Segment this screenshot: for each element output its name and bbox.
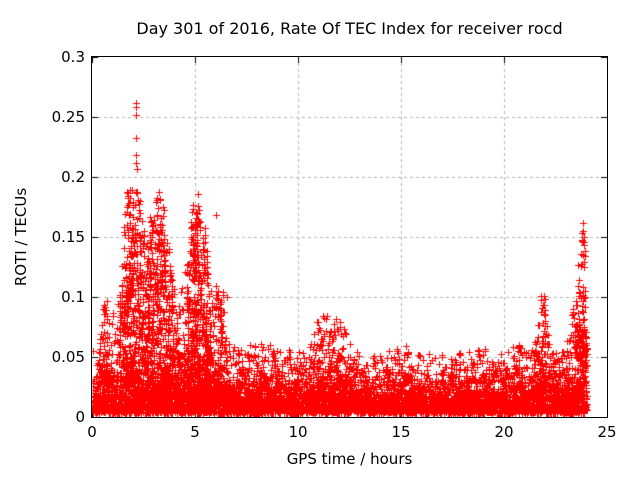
roti-scatter-canvas [92, 57, 607, 417]
y-tick-label: 0.3 [61, 48, 85, 66]
x-axis-label: GPS time / hours [286, 450, 413, 468]
y-tick-label: 0.25 [51, 108, 85, 126]
x-tick-label: 5 [190, 423, 200, 441]
y-tick-label: 0 [75, 408, 85, 426]
y-tick-label: 0.1 [61, 288, 85, 306]
plot-frame [91, 56, 608, 418]
x-tick-label: 0 [87, 423, 97, 441]
y-tick-label: 0.05 [51, 348, 85, 366]
x-tick-label: 25 [597, 423, 617, 441]
x-tick-label: 20 [494, 423, 514, 441]
x-tick-label: 15 [391, 423, 411, 441]
y-tick-label: 0.15 [51, 228, 85, 246]
y-tick-label: 0.2 [61, 168, 85, 186]
x-tick-label: 10 [288, 423, 308, 441]
chart-title: Day 301 of 2016, Rate Of TEC Index for r… [136, 19, 563, 38]
